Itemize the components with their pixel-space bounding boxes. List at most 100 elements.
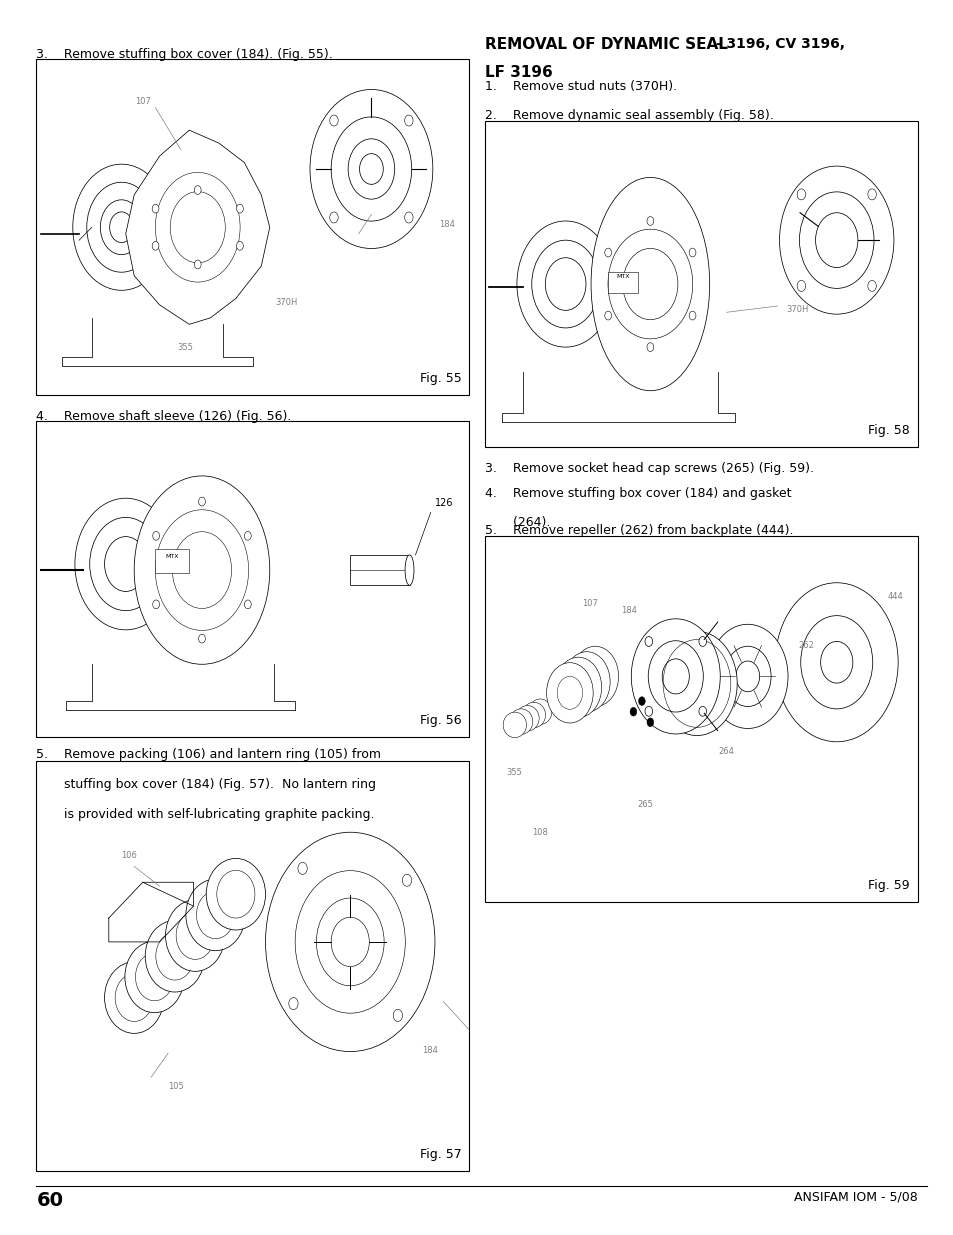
Circle shape: [194, 185, 201, 194]
Circle shape: [644, 706, 652, 716]
Circle shape: [604, 311, 611, 320]
Circle shape: [646, 216, 653, 225]
Text: 3.    Remove stuffing box cover (184). (Fig. 55).: 3. Remove stuffing box cover (184). (Fig…: [36, 47, 333, 61]
Text: MTX: MTX: [616, 274, 629, 279]
Ellipse shape: [206, 858, 265, 930]
Circle shape: [604, 248, 611, 257]
Circle shape: [546, 663, 593, 722]
Text: 107: 107: [134, 98, 151, 106]
Circle shape: [244, 531, 251, 540]
Ellipse shape: [186, 879, 245, 951]
Circle shape: [402, 874, 412, 887]
Ellipse shape: [176, 911, 214, 960]
Circle shape: [800, 616, 872, 709]
Circle shape: [348, 138, 395, 199]
Circle shape: [110, 212, 133, 242]
Circle shape: [656, 631, 737, 736]
Ellipse shape: [155, 932, 193, 981]
Text: - 3196, CV 3196,: - 3196, CV 3196,: [710, 37, 843, 51]
Ellipse shape: [591, 178, 709, 390]
Text: 184: 184: [422, 1046, 437, 1055]
FancyBboxPatch shape: [155, 548, 189, 573]
Circle shape: [105, 536, 147, 592]
Circle shape: [648, 641, 702, 713]
Circle shape: [152, 242, 159, 251]
Circle shape: [555, 657, 601, 718]
Circle shape: [867, 189, 876, 200]
Circle shape: [797, 280, 804, 291]
Ellipse shape: [521, 703, 545, 727]
Text: Fig. 55: Fig. 55: [419, 372, 461, 385]
Circle shape: [152, 531, 159, 540]
Ellipse shape: [145, 920, 204, 992]
Ellipse shape: [115, 973, 153, 1021]
Circle shape: [735, 661, 759, 692]
Circle shape: [331, 117, 412, 221]
Text: 2.    Remove dynamic seal assembly (Fig. 58).: 2. Remove dynamic seal assembly (Fig. 58…: [484, 109, 773, 122]
Text: 262: 262: [798, 641, 814, 650]
FancyBboxPatch shape: [607, 272, 637, 294]
FancyBboxPatch shape: [350, 555, 409, 585]
Circle shape: [289, 998, 297, 1010]
Circle shape: [688, 311, 695, 320]
Text: 370H: 370H: [275, 298, 297, 306]
Circle shape: [707, 625, 787, 729]
Circle shape: [531, 240, 598, 329]
Circle shape: [198, 498, 205, 506]
Bar: [484, 121, 917, 447]
Circle shape: [723, 646, 770, 706]
Text: Fig. 56: Fig. 56: [419, 714, 461, 727]
Text: REMOVAL OF DYNAMIC SEAL: REMOVAL OF DYNAMIC SEAL: [484, 37, 727, 52]
Text: 370H: 370H: [785, 305, 807, 314]
Circle shape: [563, 652, 610, 713]
Text: 265: 265: [637, 800, 653, 809]
Text: 60: 60: [36, 1191, 63, 1209]
Circle shape: [631, 619, 720, 734]
Circle shape: [72, 164, 170, 290]
Circle shape: [699, 636, 706, 646]
Bar: [36, 421, 469, 737]
Circle shape: [198, 635, 205, 643]
Text: 355: 355: [177, 343, 193, 352]
Circle shape: [236, 204, 243, 212]
Circle shape: [638, 697, 644, 705]
Circle shape: [646, 718, 653, 726]
Text: 5.    Remove packing (106) and lantern ring (105) from: 5. Remove packing (106) and lantern ring…: [36, 748, 381, 762]
Text: MTX: MTX: [166, 555, 179, 559]
Text: 264: 264: [718, 747, 733, 756]
Circle shape: [75, 498, 176, 630]
Circle shape: [799, 191, 873, 289]
Circle shape: [152, 600, 159, 609]
Bar: [36, 761, 469, 1171]
Text: (264).: (264).: [484, 516, 550, 530]
Circle shape: [194, 261, 201, 269]
Bar: [36, 59, 469, 395]
Text: 106: 106: [121, 851, 137, 861]
Ellipse shape: [105, 962, 164, 1034]
Circle shape: [265, 832, 435, 1051]
Circle shape: [688, 248, 695, 257]
Circle shape: [90, 517, 162, 610]
Text: 184: 184: [620, 606, 636, 615]
Circle shape: [545, 258, 585, 310]
Text: 444: 444: [886, 592, 902, 600]
Circle shape: [629, 708, 637, 716]
Text: 5.    Remove repeller (262) from backplate (444).: 5. Remove repeller (262) from backplate …: [484, 524, 792, 537]
Text: ANSIFAM IOM - 5/08: ANSIFAM IOM - 5/08: [793, 1191, 917, 1204]
Circle shape: [779, 165, 893, 314]
Circle shape: [565, 671, 591, 704]
Text: 108: 108: [531, 829, 547, 837]
Text: 105: 105: [168, 1082, 184, 1091]
Circle shape: [310, 89, 433, 248]
Circle shape: [152, 204, 159, 212]
Circle shape: [699, 706, 706, 716]
Text: Fig. 59: Fig. 59: [867, 878, 909, 892]
Circle shape: [820, 641, 852, 683]
Circle shape: [574, 666, 598, 698]
Circle shape: [404, 212, 413, 224]
Text: 355: 355: [506, 768, 521, 777]
Ellipse shape: [134, 475, 270, 664]
Circle shape: [815, 212, 857, 268]
Ellipse shape: [216, 871, 254, 918]
Circle shape: [661, 658, 689, 694]
